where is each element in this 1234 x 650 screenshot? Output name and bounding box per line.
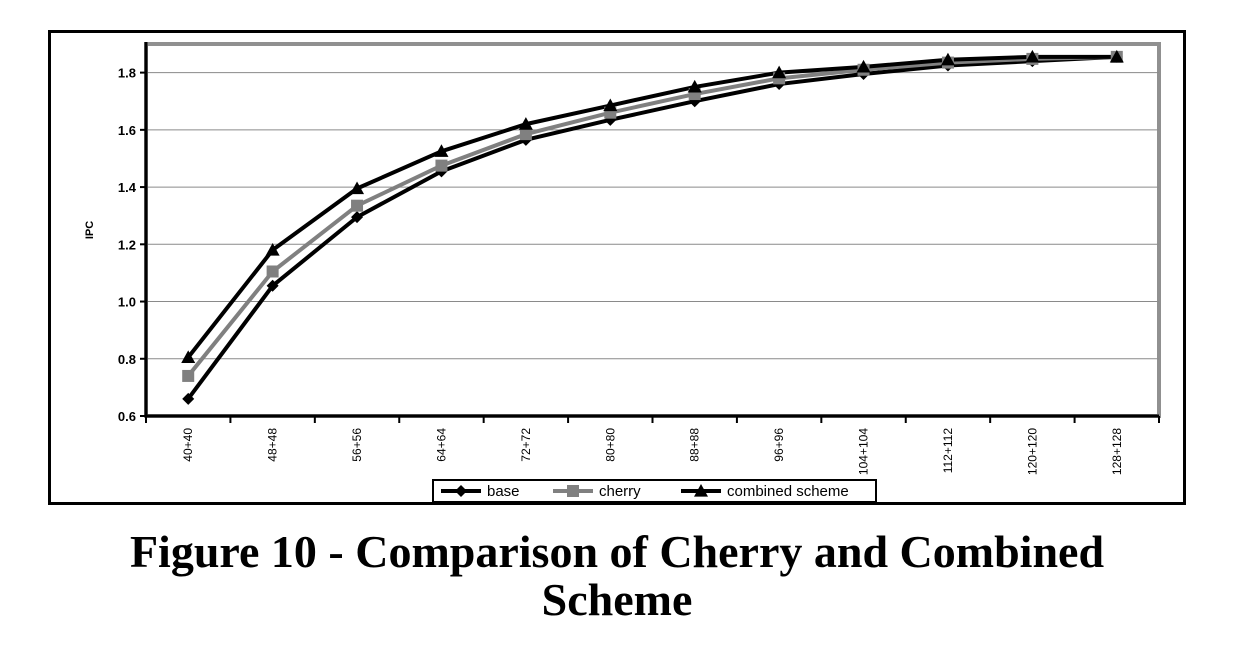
y-tick-label: 1.8 [118,66,136,81]
data-point-combined [350,181,365,195]
caption-line-1: Figure 10 - Comparison of Cherry and Com… [129,526,1105,577]
x-tick-label: 48+48 [266,428,280,462]
y-axis-label: IPC [84,221,96,239]
data-point-cherry [351,199,364,212]
x-tick-label: 120+120 [1025,428,1039,475]
data-point-combined [687,79,702,93]
x-tick-label: 128+128 [1110,428,1124,475]
data-point-cherry [435,159,448,172]
data-point-combined [1025,49,1040,63]
series-line-cherry [186,54,1117,378]
x-tick-label: 40+40 [181,428,195,462]
legend-label-base: base [487,483,520,500]
data-point-combined [856,59,871,73]
y-tick-label: 1.2 [118,237,136,252]
x-tick-label: 96+96 [772,428,786,462]
data-point-cherry [266,265,279,278]
x-tick-label: 104+104 [857,428,871,475]
figure-caption: Figure 10 - Comparison of Cherry and Com… [0,528,1234,624]
data-point-combined [518,117,533,130]
data-point-cherry [519,128,532,141]
data-point-combined [181,350,196,363]
data-point-combined [434,144,449,157]
series-line-base [186,54,1117,401]
x-tick-label: 80+80 [603,428,617,462]
legend-box [432,479,877,502]
data-point-combined [1109,49,1124,63]
line-chart: 0.6 0.8 1.0 1.2 1.4 1.6 1.8 IPC 40+40 48+48 56+56 6… [84,42,1161,502]
plot-area: 0.6 0.8 1.0 1.2 1.4 1.6 1.8 IPC 40+40 48+48 56+56 6… [84,42,1161,502]
x-tick-label: 112+112 [941,428,955,474]
y-tick-label: 1.4 [118,180,137,195]
data-point-combined [265,243,280,256]
data-point-cherry [567,485,579,497]
y-tick-label: 0.6 [118,409,136,424]
x-tick-label: 88+88 [688,428,702,462]
x-tick-label: 64+64 [434,428,448,462]
data-point-combined [694,484,708,497]
x-tick-label: 56+56 [350,428,364,462]
data-point-cherry [182,369,195,382]
y-tick-label: 1.6 [118,123,136,138]
data-point-base [182,392,195,405]
y-tick-label: 1.0 [118,295,136,310]
x-tick-label: 72+72 [519,428,533,462]
legend-label-cherry: cherry [599,483,641,500]
data-point-base [351,211,364,224]
data-point-base [266,279,279,292]
data-point-combined [603,98,618,112]
chart-frame: 0.6 0.8 1.0 1.2 1.4 1.6 1.8 IPC 40+40 48+48 56+56 6… [48,30,1186,505]
data-point-base [455,485,467,497]
caption-line-2: Scheme [541,574,693,625]
series-line-combined-scheme [186,54,1117,359]
y-tick-label: 0.8 [118,352,136,367]
data-point-combined [772,65,787,79]
legend-label-combined-scheme: combined scheme [727,483,849,500]
data-point-combined [940,52,955,66]
